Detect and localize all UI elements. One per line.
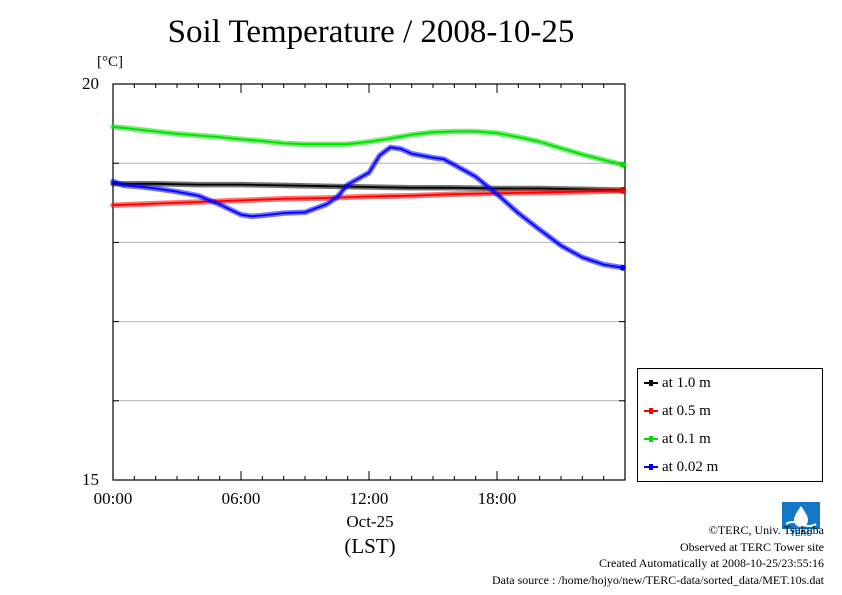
series-line-0 xyxy=(112,182,624,192)
x-tick-label-1800: 18:00 xyxy=(477,489,517,508)
x-axis-date-label: Oct-25 xyxy=(346,512,394,531)
legend-swatch-1m xyxy=(644,380,658,386)
legend-item-1m: at 1.0 m xyxy=(644,373,711,393)
credit-created: Created Automatically at 2008-10-25/23:5… xyxy=(599,556,824,570)
series-end-point-2 xyxy=(619,161,626,168)
legend-label-002m: at 0.02 m xyxy=(662,458,719,475)
legend-swatch-002m xyxy=(644,464,658,470)
x-tick-label-0600: 06:00 xyxy=(221,489,261,508)
legend-label-01m: at 0.1 m xyxy=(662,430,711,447)
y-tick-label-bottom: 15 xyxy=(82,470,99,489)
legend-item-002m: at 0.02 m xyxy=(644,457,718,477)
legend-item-01m: at 0.1 m xyxy=(644,429,711,449)
legend-swatch-05m xyxy=(644,408,658,414)
credit-copyright: ©TERC, Univ. Tsukuba xyxy=(708,523,824,537)
y-tick-label-top: 20 xyxy=(82,74,99,93)
credit-observed: Observed at TERC Tower site xyxy=(679,539,824,554)
x-axis-label: (LST) xyxy=(344,534,396,558)
x-tick-label-0000: 00:00 xyxy=(93,489,133,508)
y-axis-unit-label: [°C] xyxy=(97,54,123,70)
series-band-3 xyxy=(110,144,626,271)
x-tick-label-1200: 12:00 xyxy=(349,489,389,508)
credits: ©TERC, Univ. Tsukuba Observed at TERC To… xyxy=(492,522,824,588)
credit-source: Data source : /home/hojyo/new/TERC-data/… xyxy=(491,572,824,587)
chart-title: Soil Temperature / 2008-10-25 xyxy=(167,14,575,50)
series-line-2 xyxy=(112,125,624,166)
legend: at 1.0 m at 0.5 m at 0.1 m at 0.02 m xyxy=(637,368,823,482)
legend-swatch-01m xyxy=(644,436,658,442)
legend-label-05m: at 0.5 m xyxy=(662,402,711,419)
series-line-3 xyxy=(112,146,624,269)
terc-logo: TERC xyxy=(782,502,820,538)
series-band-2 xyxy=(110,124,626,168)
series-end-point-3 xyxy=(619,264,626,271)
series-end-point-1 xyxy=(619,187,626,194)
series-line-1 xyxy=(112,189,624,207)
legend-label-1m: at 1.0 m xyxy=(662,374,711,391)
legend-item-05m: at 0.5 m xyxy=(644,401,711,421)
terc-logo-text: TERC xyxy=(790,529,812,538)
